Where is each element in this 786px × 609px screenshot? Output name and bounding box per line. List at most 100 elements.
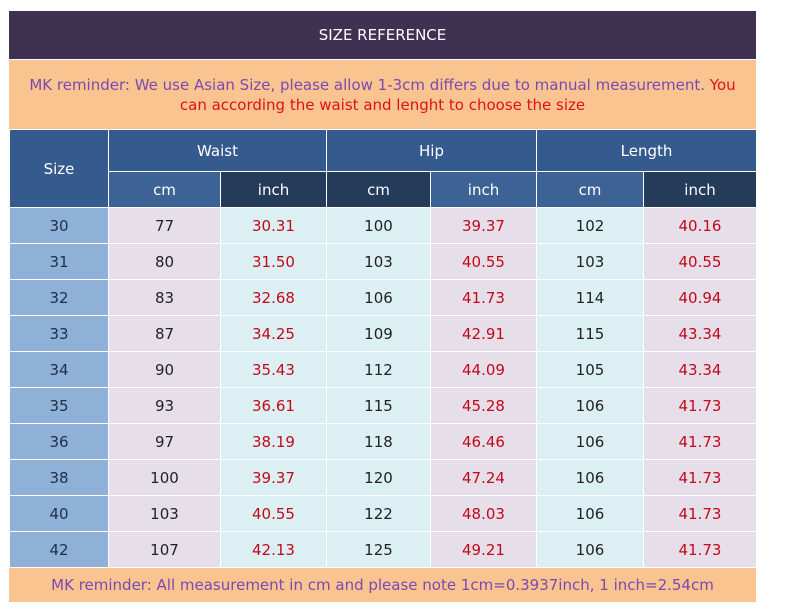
waist-cm-cell: 90 (108, 351, 221, 388)
table-row: 35 93 36.61 115 45.28 106 41.73 (9, 387, 757, 424)
hip-inch-cell: 40.55 (430, 243, 537, 280)
hip-inch-cell: 46.46 (430, 423, 537, 460)
size-chart: SIZE REFERENCE MK reminder: We use Asian… (9, 11, 757, 602)
reminder-red-text: You can according the waist and lenght t… (179, 75, 736, 114)
size-cell: 33 (9, 315, 109, 352)
waist-inch-cell: 31.50 (220, 243, 327, 280)
header-hip-cm: cm (326, 171, 431, 208)
waist-inch-cell: 34.25 (220, 315, 327, 352)
hip-cm-cell: 122 (326, 495, 431, 532)
table-row: 34 90 35.43 112 44.09 105 43.34 (9, 351, 757, 388)
hip-cm-cell: 115 (326, 387, 431, 424)
length-inch-cell: 40.55 (643, 243, 757, 280)
table-row: 40 103 40.55 122 48.03 106 41.73 (9, 495, 757, 532)
size-cell: 36 (9, 423, 109, 460)
table-row: 36 97 38.19 118 46.46 106 41.73 (9, 423, 757, 460)
length-cm-cell: 106 (536, 459, 644, 496)
waist-inch-cell: 30.31 (220, 207, 327, 244)
hip-cm-cell: 125 (326, 531, 431, 568)
length-inch-cell: 43.34 (643, 315, 757, 352)
waist-inch-cell: 39.37 (220, 459, 327, 496)
header-length: Length (536, 129, 757, 172)
header-waist: Waist (108, 129, 327, 172)
table-row: 32 83 32.68 106 41.73 114 40.94 (9, 279, 757, 316)
length-inch-cell: 41.73 (643, 531, 757, 568)
hip-cm-cell: 120 (326, 459, 431, 496)
size-cell: 31 (9, 243, 109, 280)
header-row-units: cm inch cm inch cm inch (10, 171, 757, 208)
length-cm-cell: 115 (536, 315, 644, 352)
length-inch-cell: 41.73 (643, 495, 757, 532)
reminder-text: MK reminder: We use Asian Size, please a… (15, 75, 750, 115)
waist-cm-cell: 77 (108, 207, 221, 244)
length-cm-cell: 106 (536, 495, 644, 532)
waist-cm-cell: 103 (108, 495, 221, 532)
table-row: 42 107 42.13 125 49.21 106 41.73 (9, 531, 757, 568)
size-cell: 32 (9, 279, 109, 316)
hip-inch-cell: 39.37 (430, 207, 537, 244)
hip-cm-cell: 109 (326, 315, 431, 352)
length-inch-cell: 41.73 (643, 387, 757, 424)
waist-inch-cell: 42.13 (220, 531, 327, 568)
length-inch-cell: 40.16 (643, 207, 757, 244)
table-row: 31 80 31.50 103 40.55 103 40.55 (9, 243, 757, 280)
header-length-cm: cm (536, 171, 644, 208)
header-row-groups: Size Waist Hip Length (9, 129, 757, 208)
waist-inch-cell: 35.43 (220, 351, 327, 388)
length-cm-cell: 106 (536, 423, 644, 460)
header-hip-inch: inch (430, 171, 537, 208)
waist-inch-cell: 40.55 (220, 495, 327, 532)
table-row: 33 87 34.25 109 42.91 115 43.34 (9, 315, 757, 352)
hip-cm-cell: 100 (326, 207, 431, 244)
table-body: 30 77 30.31 100 39.37 102 40.16 31 80 31.50 103 40.… (9, 207, 757, 568)
hip-inch-cell: 49.21 (430, 531, 537, 568)
length-cm-cell: 114 (536, 279, 644, 316)
length-cm-cell: 105 (536, 351, 644, 388)
size-cell: 30 (9, 207, 109, 244)
waist-cm-cell: 107 (108, 531, 221, 568)
chart-title: SIZE REFERENCE (9, 11, 756, 60)
hip-inch-cell: 42.91 (430, 315, 537, 352)
waist-cm-cell: 100 (108, 459, 221, 496)
waist-cm-cell: 83 (108, 279, 221, 316)
length-inch-cell: 40.94 (643, 279, 757, 316)
footer-note: MK reminder: All measurement in cm and p… (9, 568, 756, 602)
size-cell: 38 (9, 459, 109, 496)
length-inch-cell: 41.73 (643, 459, 757, 496)
size-table: Size Waist Hip Length cm inch cm inch cm… (9, 129, 757, 568)
hip-inch-cell: 47.24 (430, 459, 537, 496)
size-cell: 34 (9, 351, 109, 388)
header-hip: Hip (326, 129, 537, 172)
hip-cm-cell: 103 (326, 243, 431, 280)
header-size: Size (9, 129, 109, 208)
waist-cm-cell: 93 (108, 387, 221, 424)
hip-inch-cell: 41.73 (430, 279, 537, 316)
hip-cm-cell: 118 (326, 423, 431, 460)
waist-cm-cell: 97 (108, 423, 221, 460)
size-cell: 40 (9, 495, 109, 532)
waist-inch-cell: 32.68 (220, 279, 327, 316)
hip-inch-cell: 44.09 (430, 351, 537, 388)
length-inch-cell: 43.34 (643, 351, 757, 388)
length-cm-cell: 106 (536, 387, 644, 424)
length-cm-cell: 103 (536, 243, 644, 280)
size-cell: 35 (9, 387, 109, 424)
hip-inch-cell: 48.03 (430, 495, 537, 532)
table-row: 30 77 30.31 100 39.37 102 40.16 (9, 207, 757, 244)
header-length-inch: inch (643, 171, 757, 208)
hip-cm-cell: 106 (326, 279, 431, 316)
reminder-banner: MK reminder: We use Asian Size, please a… (9, 60, 756, 129)
header-waist-cm: cm (108, 171, 221, 208)
reminder-purple-text: MK reminder: We use Asian Size, please a… (29, 75, 706, 94)
size-cell: 42 (9, 531, 109, 568)
waist-inch-cell: 38.19 (220, 423, 327, 460)
table-row: 38 100 39.37 120 47.24 106 41.73 (9, 459, 757, 496)
hip-inch-cell: 45.28 (430, 387, 537, 424)
waist-cm-cell: 87 (108, 315, 221, 352)
length-cm-cell: 102 (536, 207, 644, 244)
hip-cm-cell: 112 (326, 351, 431, 388)
waist-cm-cell: 80 (108, 243, 221, 280)
waist-inch-cell: 36.61 (220, 387, 327, 424)
length-inch-cell: 41.73 (643, 423, 757, 460)
header-waist-inch: inch (220, 171, 327, 208)
